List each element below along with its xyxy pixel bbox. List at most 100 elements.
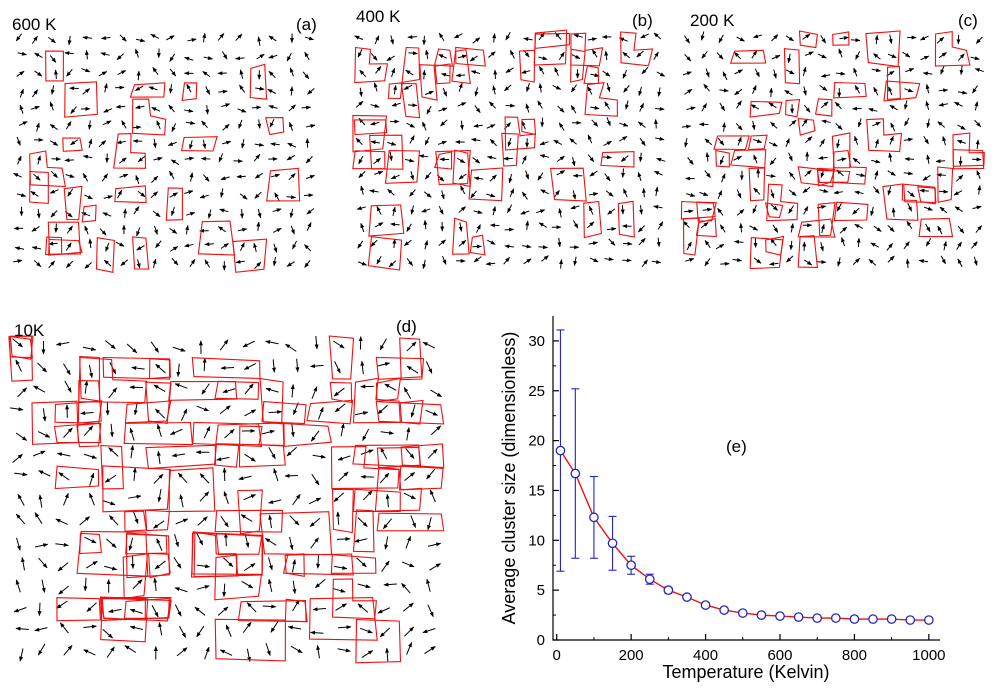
spin-arrow [104, 474, 117, 483]
spin-arrow [854, 135, 859, 145]
spin-arrow [290, 423, 295, 438]
spin-arrow [268, 499, 282, 504]
spin-arrow [203, 56, 213, 60]
spin-arrow [622, 51, 631, 59]
cluster-outline [797, 235, 819, 268]
data-point [607, 538, 618, 549]
spin-arrow [391, 102, 401, 107]
spin-arrow [64, 51, 74, 56]
cluster-outline [9, 335, 34, 359]
spin-arrow [492, 33, 497, 43]
spin-arrow [403, 239, 412, 247]
spin-arrow [390, 222, 400, 227]
spin-arrow [489, 101, 497, 109]
spin-arrow [868, 259, 877, 266]
spin-arrow [427, 517, 432, 531]
spin-arrow [505, 67, 514, 73]
spin-arrow [49, 123, 58, 130]
spin-arrow [16, 136, 21, 146]
spin-arrow [202, 357, 207, 372]
cluster-outline [64, 81, 98, 118]
cluster-outline [99, 597, 172, 622]
spin-arrow [423, 219, 428, 230]
spin-arrow [476, 224, 481, 233]
spin-arrow [538, 66, 545, 75]
spin-arrow [152, 67, 159, 76]
spin-arrow [66, 69, 73, 77]
spin-arrow [955, 174, 964, 182]
spin-arrow [380, 430, 395, 435]
spin-arrow [15, 626, 29, 631]
spin-arrow [525, 220, 530, 231]
spin-arrow [82, 173, 89, 182]
spin-arrow [84, 380, 89, 394]
spin-arrow [334, 361, 341, 374]
spin-arrow [638, 86, 643, 97]
spin-arrow [682, 220, 690, 229]
spin-arrow [255, 86, 265, 91]
spin-arrow [802, 33, 811, 40]
cluster-outline [331, 488, 354, 534]
spin-arrow [625, 100, 629, 110]
spin-arrow [244, 409, 257, 417]
spin-arrow [837, 157, 847, 162]
spin-arrow [722, 122, 727, 132]
spin-arrow [354, 538, 368, 543]
spin-arrow [785, 138, 790, 148]
spin-arrow [271, 359, 276, 373]
cluster-outline [469, 234, 486, 256]
spin-arrow [88, 138, 93, 148]
data-point [644, 574, 655, 585]
spin-arrow [974, 119, 982, 128]
cluster-outline [62, 137, 83, 152]
spin-arrow [15, 513, 26, 525]
spin-arrow [604, 173, 611, 182]
spin-arrow [569, 138, 577, 145]
spin-arrow [705, 152, 710, 162]
spin-arrow [521, 120, 526, 130]
spin-arrow [403, 492, 416, 500]
spin-arrow [85, 560, 98, 569]
spin-arrow [290, 225, 295, 235]
data-point [737, 608, 748, 618]
data-point [905, 615, 916, 625]
spin-arrow [701, 103, 707, 112]
cluster-outline [76, 422, 102, 448]
panel-c-letter: (c) [958, 11, 978, 30]
spin-arrow [556, 170, 566, 176]
spin-arrow [784, 89, 793, 96]
spin-arrow [925, 238, 932, 247]
spin-arrow [430, 425, 442, 436]
spin-arrow [132, 467, 137, 481]
cluster-outline [145, 381, 172, 425]
spin-arrow [973, 256, 978, 266]
cluster-outline [817, 201, 836, 237]
spin-arrow [418, 154, 429, 159]
spin-arrow [923, 136, 929, 145]
cluster-outline [123, 597, 170, 619]
spin-arrow [974, 101, 979, 111]
spin-arrow [153, 520, 165, 529]
spin-arrow [872, 121, 881, 127]
cluster-outlines-a [29, 50, 301, 273]
spin-arrow [219, 208, 229, 213]
spin-arrow [819, 188, 829, 193]
spin-arrow [116, 140, 126, 145]
spin-arrow [818, 155, 828, 160]
spin-arrow [370, 103, 380, 108]
spin-arrow [401, 582, 411, 594]
spin-arrow [55, 341, 70, 346]
spin-arrow [98, 71, 108, 77]
cluster-outline [798, 30, 818, 49]
spin-arrow [852, 157, 861, 165]
spin-arrow [171, 453, 186, 458]
data-point [682, 592, 692, 602]
cluster-outline [866, 118, 903, 153]
cluster-outline [214, 380, 260, 400]
spin-arrow [172, 346, 186, 352]
spin-arrow [385, 493, 390, 508]
spin-arrow [292, 580, 297, 595]
spin-arrow [686, 106, 696, 111]
spin-arrow [887, 186, 892, 196]
spin-arrow [67, 188, 74, 197]
